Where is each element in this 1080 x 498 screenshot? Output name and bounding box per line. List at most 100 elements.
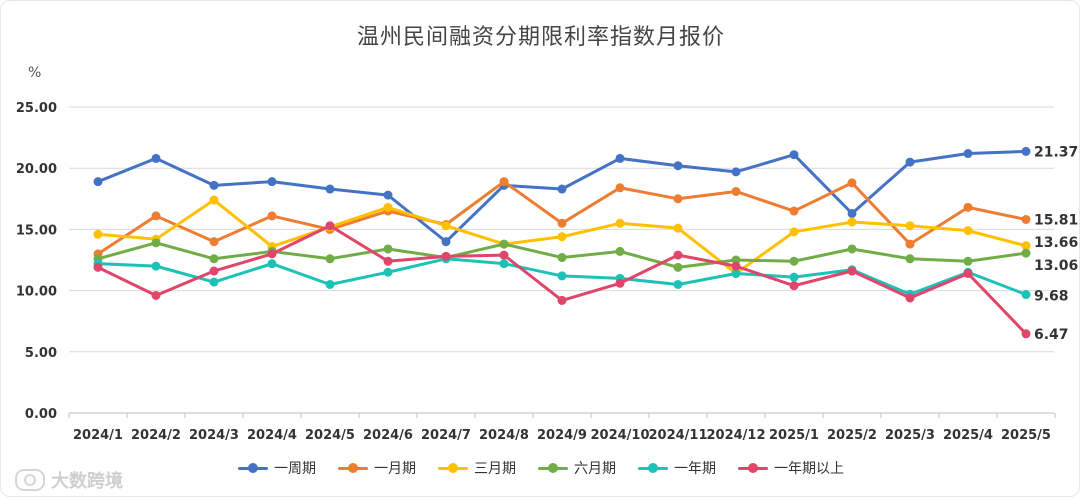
data-point xyxy=(847,244,857,254)
legend-item: 六月期 xyxy=(538,458,616,478)
data-point xyxy=(93,262,103,272)
legend-item: 三月期 xyxy=(438,458,516,478)
data-point xyxy=(1021,290,1031,300)
data-point xyxy=(673,262,683,272)
data-point xyxy=(847,266,857,276)
data-point xyxy=(151,211,161,221)
data-point xyxy=(1021,146,1031,156)
x-tick-label: 2025/4 xyxy=(943,428,993,443)
data-point xyxy=(383,244,393,254)
data-point xyxy=(557,218,567,228)
legend-item: 一月期 xyxy=(338,458,416,478)
data-label: 13.06 xyxy=(1034,258,1078,274)
data-point xyxy=(905,254,915,264)
data-point xyxy=(557,232,567,242)
data-point xyxy=(789,227,799,237)
chart-legend: 一周期 一月期 三月期 六月期 一年期 一年期以上 xyxy=(1,458,1080,478)
data-point xyxy=(673,161,683,171)
data-label: 9.68 xyxy=(1034,289,1069,305)
data-point xyxy=(441,251,451,261)
data-point xyxy=(441,237,451,247)
data-point xyxy=(557,271,567,281)
data-point xyxy=(151,238,161,248)
data-point xyxy=(1021,248,1031,258)
data-label: 13.66 xyxy=(1034,235,1078,251)
data-point xyxy=(615,183,625,193)
data-point xyxy=(963,149,973,159)
data-point xyxy=(499,177,509,187)
data-point xyxy=(673,223,683,233)
data-point xyxy=(789,256,799,266)
data-point xyxy=(963,202,973,212)
y-axis-unit: % xyxy=(28,65,42,81)
data-point xyxy=(499,239,509,249)
data-point xyxy=(383,256,393,266)
legend-label: 一年期 xyxy=(674,461,716,477)
data-point xyxy=(963,256,973,266)
x-tick-label: 2024/10 xyxy=(590,428,649,443)
legend-label: 一周期 xyxy=(274,461,316,477)
y-tick-label: 25.00 xyxy=(16,101,57,116)
legend-label: 一年期以上 xyxy=(774,461,844,477)
data-point xyxy=(847,217,857,227)
x-tick-label: 2024/6 xyxy=(363,428,413,443)
data-point xyxy=(557,184,567,194)
y-tick-label: 0.00 xyxy=(25,407,57,422)
data-point xyxy=(151,261,161,271)
x-tick-label: 2024/8 xyxy=(479,428,529,443)
data-point xyxy=(499,250,509,260)
legend-swatch-icon xyxy=(338,463,368,473)
data-point xyxy=(383,190,393,200)
data-point xyxy=(93,229,103,239)
data-label: 15.81 xyxy=(1034,212,1078,228)
data-point xyxy=(905,239,915,249)
data-point xyxy=(615,218,625,228)
legend-swatch-icon xyxy=(438,463,468,473)
data-point xyxy=(151,290,161,300)
legend-item: 一年期以上 xyxy=(738,458,844,478)
data-point xyxy=(209,180,219,190)
data-label: 21.37 xyxy=(1034,144,1078,160)
x-tick-label: 2024/12 xyxy=(706,428,765,443)
y-tick-label: 5.00 xyxy=(25,346,57,361)
data-point xyxy=(847,178,857,188)
data-point xyxy=(1021,329,1031,339)
data-point xyxy=(1021,241,1031,251)
data-point xyxy=(963,226,973,236)
x-tick-label: 2025/5 xyxy=(1001,428,1051,443)
x-tick-label: 2024/9 xyxy=(537,428,587,443)
data-point xyxy=(615,246,625,256)
data-point xyxy=(557,253,567,263)
data-point xyxy=(847,208,857,218)
data-point xyxy=(731,268,741,278)
data-point xyxy=(905,293,915,303)
data-point xyxy=(615,153,625,163)
data-point xyxy=(673,279,683,289)
data-point xyxy=(789,150,799,160)
data-label: 6.47 xyxy=(1034,327,1069,343)
data-point xyxy=(267,177,277,187)
x-tick-label: 2024/1 xyxy=(73,428,123,443)
data-point xyxy=(731,261,741,271)
x-tick-label: 2024/7 xyxy=(421,428,471,443)
data-point xyxy=(905,221,915,231)
data-point xyxy=(557,295,567,305)
data-point xyxy=(267,259,277,269)
data-point xyxy=(673,194,683,204)
data-point xyxy=(209,254,219,264)
data-point xyxy=(267,249,277,259)
legend-swatch-icon xyxy=(238,463,268,473)
data-point xyxy=(267,211,277,221)
legend-swatch-icon xyxy=(638,463,668,473)
data-point xyxy=(789,272,799,282)
chart-title: 温州民间融资分期限利率指数月报价 xyxy=(356,25,725,50)
data-point xyxy=(731,186,741,196)
data-point xyxy=(325,221,335,231)
legend-swatch-icon xyxy=(738,463,768,473)
x-tick-label: 2025/1 xyxy=(769,428,819,443)
x-tick-label: 2024/3 xyxy=(189,428,239,443)
data-point xyxy=(499,259,509,269)
data-point xyxy=(325,279,335,289)
data-point xyxy=(789,206,799,216)
